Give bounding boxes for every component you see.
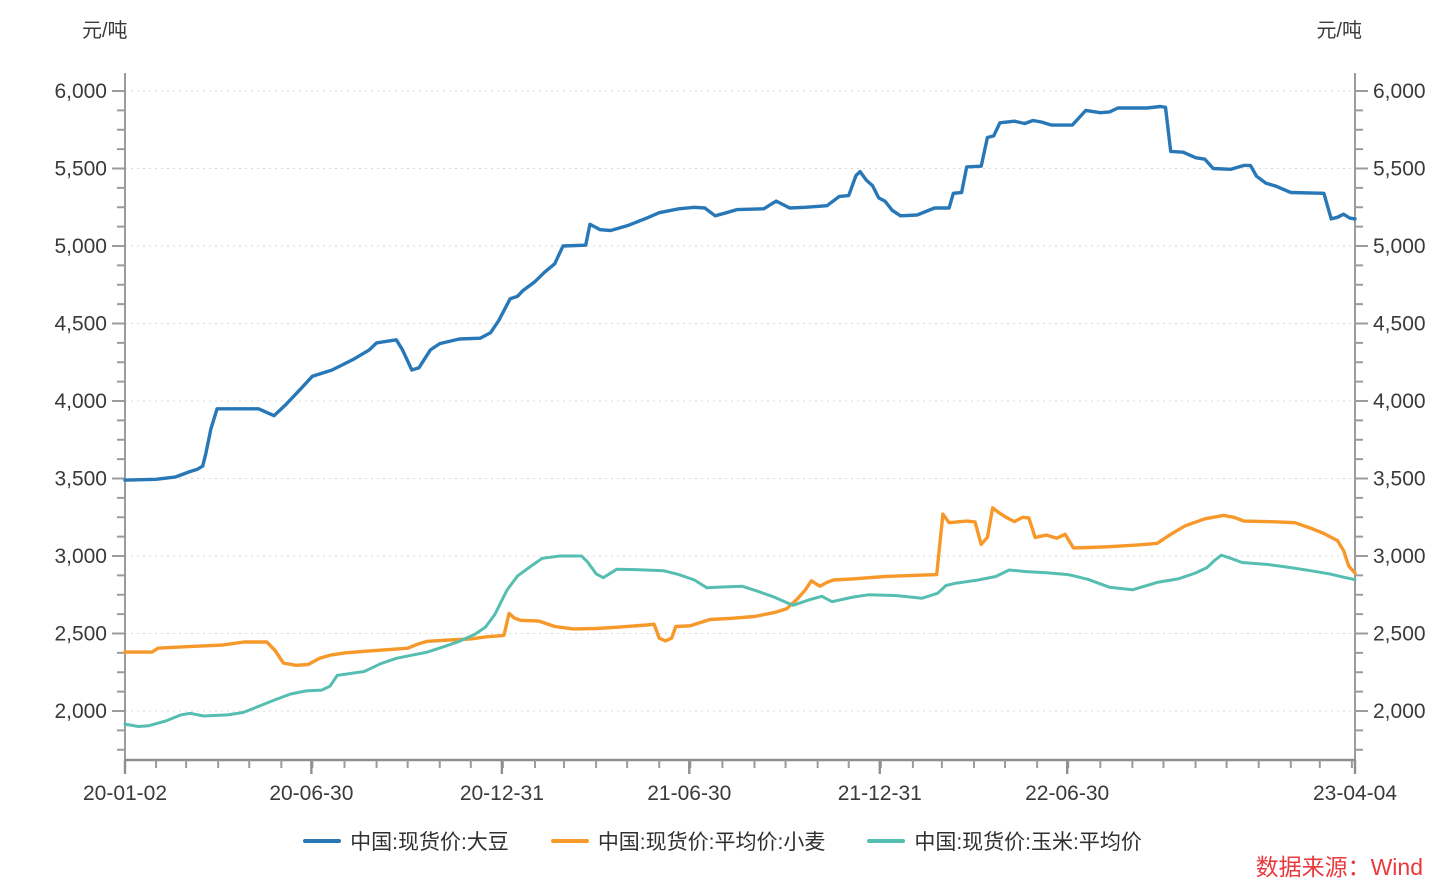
svg-text:2,000: 2,000 — [1373, 700, 1426, 723]
gridlines — [125, 90, 1355, 712]
svg-text:2,500: 2,500 — [54, 623, 107, 646]
svg-text:22-06-30: 22-06-30 — [1025, 782, 1109, 805]
svg-text:21-06-30: 21-06-30 — [647, 782, 731, 805]
svg-text:5,000: 5,000 — [54, 235, 107, 258]
svg-text:4,000: 4,000 — [54, 390, 107, 413]
svg-text:3,500: 3,500 — [1373, 468, 1426, 491]
legend-label-soybean: 中国:现货价:大豆 — [350, 831, 509, 854]
svg-text:5,500: 5,500 — [54, 158, 107, 181]
series-corn-line — [123, 553, 1357, 728]
svg-text:4,500: 4,500 — [1373, 313, 1426, 336]
svg-text:4,500: 4,500 — [54, 313, 107, 336]
svg-text:21-12-31: 21-12-31 — [838, 782, 922, 805]
y-axis-unit-right: 元/吨 — [1316, 20, 1362, 42]
svg-text:23-04-04: 23-04-04 — [1313, 782, 1397, 805]
svg-text:20-01-02: 20-01-02 — [83, 782, 167, 805]
legend-label-wheat: 中国:现货价:平均价:小麦 — [597, 831, 826, 854]
legend-item-wheat: 中国:现货价:平均价:小麦 — [550, 826, 826, 856]
axes — [124, 73, 1356, 762]
legend-item-corn: 中国:现货价:玉米:平均价 — [867, 826, 1142, 856]
series-wheat-line — [123, 506, 1357, 667]
legend-swatch-corn-icon — [867, 839, 906, 843]
svg-text:5,500: 5,500 — [1373, 158, 1426, 181]
svg-text:5,000: 5,000 — [1373, 235, 1426, 258]
x-axis: 20-01-02 20-06-30 20-12-31 21-06-30 21-12-31… — [83, 760, 1397, 805]
svg-text:3,500: 3,500 — [54, 468, 107, 491]
legend-item-soybean: 中国:现货价:大豆 — [303, 826, 509, 856]
data-source-label: 数据来源：Wind — [1255, 854, 1423, 880]
legend-label-corn: 中国:现货价:玉米:平均价 — [914, 831, 1142, 854]
chart-legend: 中国:现货价:大豆 中国:现货价:平均价:小麦 中国:现货价:玉米:平均价 — [0, 826, 1445, 856]
legend-swatch-soybean-icon — [303, 839, 342, 843]
svg-text:4,000: 4,000 — [1373, 390, 1426, 413]
svg-text:6,000: 6,000 — [1373, 80, 1426, 103]
y-axis-unit-left: 元/吨 — [82, 20, 128, 42]
legend-swatch-wheat-icon — [550, 839, 589, 843]
series-soybean-line — [123, 104, 1357, 482]
svg-text:2,500: 2,500 — [1373, 623, 1426, 646]
y-axis-left: 2,000 2,500 3,000 3,500 4,000 4,500 5,000 5,500… — [54, 80, 125, 751]
svg-text:6,000: 6,000 — [54, 80, 107, 103]
svg-text:20-12-31: 20-12-31 — [460, 782, 544, 805]
svg-text:3,000: 3,000 — [1373, 545, 1426, 568]
y-axis-right: 2,000 2,500 3,000 3,500 4,000 4,500 5,000 5,500… — [1355, 80, 1426, 751]
line-chart-plot: 2,000 2,500 3,000 3,500 4,000 4,500 5,000 5,500… — [54, 73, 1426, 805]
svg-text:20-06-30: 20-06-30 — [269, 782, 353, 805]
svg-text:3,000: 3,000 — [54, 545, 107, 568]
svg-text:2,000: 2,000 — [54, 700, 107, 723]
